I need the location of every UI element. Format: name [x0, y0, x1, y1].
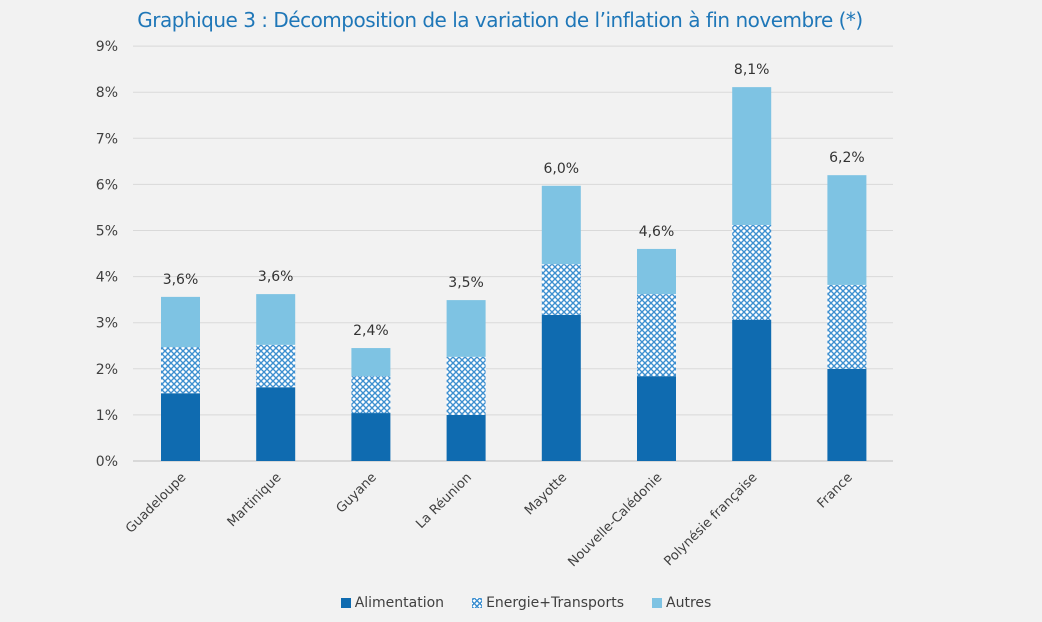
legend-label: Energie+Transports — [486, 595, 625, 611]
chart-title: Graphique 3 : Décomposition de la variat… — [137, 8, 863, 32]
bar-autres — [446, 300, 486, 357]
bar-alimentation — [351, 413, 391, 461]
bar-energie-transports — [351, 376, 391, 414]
data-label: 4,6% — [639, 224, 675, 240]
legend-item: Autres — [652, 595, 711, 611]
y-tick-label: 3% — [96, 316, 118, 332]
bar-alimentation — [541, 314, 581, 461]
x-tick-label: Guadeloupe — [123, 470, 189, 536]
y-tick-label: 5% — [96, 224, 118, 240]
x-tick-label: La Réunion — [413, 470, 475, 532]
y-tick-label: 4% — [96, 270, 118, 286]
y-tick-label: 1% — [96, 408, 118, 424]
legend-swatch — [340, 598, 351, 608]
bar-alimentation — [446, 414, 486, 461]
legend-item: Alimentation — [340, 595, 445, 611]
x-tick-label: Guyane — [334, 470, 380, 516]
legend-label: Autres — [666, 595, 712, 611]
bar-autres — [827, 175, 867, 285]
y-tick-label: 7% — [96, 131, 118, 147]
bar-energie-transports — [446, 356, 486, 415]
data-label: 3,6% — [258, 269, 294, 285]
legend-swatch — [652, 598, 663, 608]
bar-autres — [637, 248, 676, 295]
y-tick-label: 0% — [96, 454, 118, 470]
bar-alimentation — [827, 368, 867, 461]
data-label: 6,0% — [544, 161, 580, 177]
y-tick-label: 6% — [96, 177, 118, 193]
legend-label: Alimentation — [354, 595, 445, 611]
bar-autres — [256, 294, 296, 345]
legend-item: Energie+Transports — [472, 595, 624, 611]
bar-alimentation — [256, 387, 296, 461]
x-tick-label: Martinique — [225, 470, 285, 530]
x-tick-label: Nouvelle-Calédonie — [565, 470, 665, 570]
x-tick-label: Mayotte — [522, 470, 570, 518]
data-label: 3,5% — [448, 275, 484, 291]
bar-alimentation — [161, 393, 200, 461]
data-label: 8,1% — [734, 62, 770, 78]
bar-autres — [732, 87, 772, 225]
legend-swatch — [472, 598, 483, 608]
bar-alimentation — [732, 319, 772, 461]
y-tick-label: 8% — [96, 85, 118, 101]
bar-energie-transports — [732, 224, 772, 320]
bar-energie-transports — [256, 344, 296, 388]
bar-energie-transports — [827, 284, 867, 369]
bar-energie-transports — [541, 264, 581, 315]
bar-autres — [541, 185, 581, 265]
bar-energie-transports — [161, 347, 200, 394]
data-label: 3,6% — [163, 272, 199, 288]
bar-autres — [161, 296, 200, 348]
x-tick-label: France — [815, 470, 856, 511]
y-tick-label: 2% — [96, 362, 118, 378]
data-label: 2,4% — [353, 323, 389, 339]
x-tick-label: Polynésie française — [662, 470, 761, 569]
bar-autres — [351, 348, 391, 377]
bar-alimentation — [637, 376, 676, 461]
chart-legend: Alimentation Energie+Transports Autres — [0, 595, 1042, 611]
y-tick-label: 9% — [96, 39, 118, 55]
bar-energie-transports — [637, 294, 676, 377]
data-label: 6,2% — [829, 150, 865, 166]
